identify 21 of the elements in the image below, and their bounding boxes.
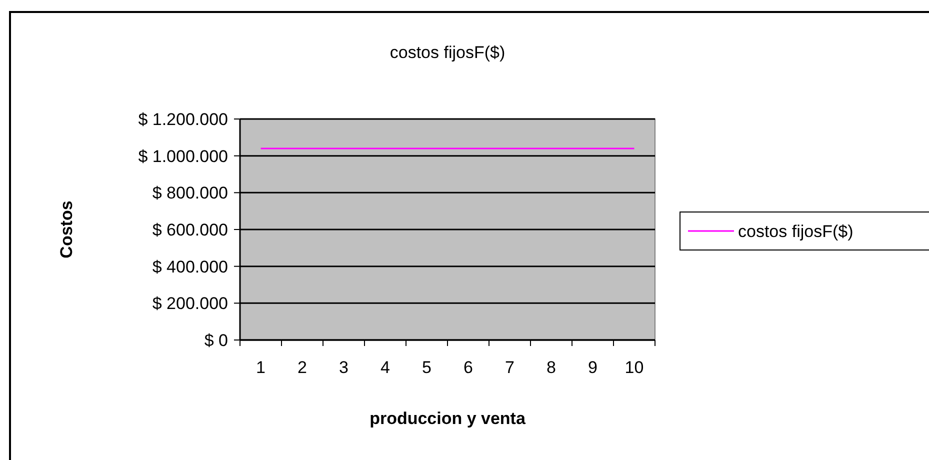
x-tick-label: 8 <box>546 358 556 377</box>
x-tick-label: 6 <box>464 358 473 377</box>
x-tick-label: 2 <box>298 358 307 377</box>
y-tick-label: $ 1.000.000 <box>138 146 228 166</box>
x-tick-label: 3 <box>339 358 348 377</box>
y-tick-label: $ 400.000 <box>152 257 228 276</box>
x-tick-label: 1 <box>256 358 266 377</box>
legend-label: costos fijosF($) <box>738 222 854 241</box>
x-tick-label: 4 <box>380 358 390 377</box>
y-tick-label: $ 200.000 <box>152 294 228 314</box>
x-axis-title: produccion y venta <box>370 409 526 428</box>
y-axis-title: Costos <box>57 200 76 258</box>
y-tick-label: $ 800.000 <box>152 184 228 203</box>
x-tick-label: 10 <box>624 358 644 377</box>
y-tick-label: $ 1.200.000 <box>138 110 228 129</box>
chart-title: costos fijosF($) <box>390 43 506 62</box>
y-tick-label: $ 600.000 <box>152 220 228 240</box>
x-tick-label: 9 <box>588 358 598 377</box>
y-tick-label: $ 0 <box>204 330 228 350</box>
x-tick-label: 5 <box>422 358 432 377</box>
x-tick-label: 7 <box>505 358 514 377</box>
